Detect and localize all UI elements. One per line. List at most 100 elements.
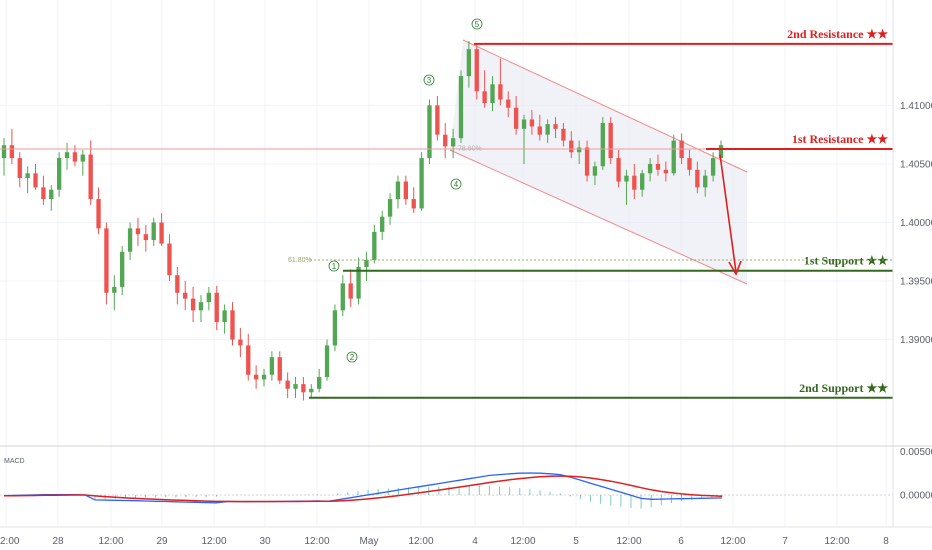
candle-body — [120, 251, 125, 287]
fib-label-small: 78.60% — [458, 146, 482, 153]
candle-body — [427, 105, 432, 159]
price-tick-label: 1.40000 — [900, 218, 932, 229]
price-tick-label: 1.39000 — [900, 335, 932, 346]
candle-body — [143, 234, 148, 241]
candle-body — [553, 124, 558, 129]
candle-body — [718, 145, 724, 159]
candle-body — [301, 384, 306, 393]
candle-body — [167, 243, 172, 276]
candle-body — [561, 128, 566, 141]
candle-body — [655, 163, 661, 170]
candle-body — [419, 158, 424, 209]
time-tick-label: 6 — [678, 536, 684, 547]
candle-body — [569, 140, 574, 153]
wave-label: 1 — [332, 262, 337, 271]
time-tick-label: 12:00 — [616, 536, 641, 547]
candle-body — [9, 145, 15, 159]
price-tick-label: 1.39500 — [900, 277, 932, 288]
candle-body — [33, 173, 38, 188]
candle-body — [380, 216, 385, 232]
time-tick-label: 12:00 — [720, 536, 745, 547]
candle-body — [80, 154, 85, 162]
candle-body — [490, 84, 495, 104]
wave-circle — [450, 178, 462, 190]
candle-body — [17, 158, 22, 178]
level-label: 1st Resistance ★★ — [792, 132, 888, 146]
time-tick-label: 5 — [573, 536, 579, 547]
candle-body — [135, 228, 141, 235]
candle-body — [25, 173, 30, 178]
wave-label: 4 — [454, 180, 459, 189]
candle-body — [56, 158, 62, 190]
wave-label: 2 — [350, 353, 355, 362]
candle-body — [206, 292, 212, 303]
macd-panel: MACD — [0, 458, 893, 509]
candle-body — [443, 134, 448, 147]
candle-body — [269, 357, 275, 375]
candle-body — [198, 302, 204, 311]
candle-body — [411, 199, 416, 209]
time-tick-label: 12:00 — [824, 536, 849, 547]
candle-body — [104, 228, 109, 293]
candle-body — [88, 154, 93, 200]
candle-body — [403, 181, 409, 200]
candle-body — [261, 374, 267, 380]
wave-label: 5 — [475, 20, 480, 29]
candle-body — [230, 310, 235, 340]
candle-body — [498, 84, 503, 100]
wave-circle — [346, 351, 358, 363]
candle-body — [372, 231, 377, 260]
candle-body — [112, 286, 117, 293]
candle-body — [175, 275, 180, 293]
candle-body — [663, 169, 669, 174]
candle-body — [592, 166, 598, 176]
candle-body — [513, 107, 519, 129]
candle-body — [340, 283, 345, 311]
candle-body — [647, 163, 653, 174]
candle-body — [1, 145, 7, 159]
candle-body — [506, 99, 511, 108]
candle-body — [127, 228, 133, 252]
candle-body — [395, 181, 401, 200]
candle-body — [159, 222, 164, 244]
price-tick-label: 1.41000 — [900, 101, 932, 112]
candle-body — [214, 292, 219, 323]
candle-body — [545, 124, 550, 135]
candle-body — [577, 147, 582, 153]
time-tick-label: 12:00 — [510, 536, 535, 547]
candle-body — [608, 122, 613, 159]
time-tick-label: 12:00 — [408, 536, 433, 547]
time-tick-label: 29 — [156, 536, 168, 547]
level-label: 2nd Support ★★ — [799, 381, 888, 395]
time-tick-label: 30 — [259, 536, 271, 547]
price-axis-background — [893, 0, 932, 550]
wave-circle — [328, 260, 340, 272]
candle-body — [584, 147, 590, 176]
channel-fill — [450, 40, 747, 284]
candle-body — [96, 199, 101, 229]
candle-body — [309, 388, 314, 393]
candle-body — [466, 49, 472, 77]
candle-body — [285, 380, 290, 389]
price-tick-label: 1.40500 — [900, 159, 932, 170]
time-tick-label: 12:00 — [201, 536, 226, 547]
candle-body — [72, 152, 78, 162]
level-label: 2nd Resistance ★★ — [787, 27, 888, 41]
candle-body — [703, 175, 708, 188]
candle-body — [364, 259, 369, 267]
candle-body — [616, 158, 621, 182]
candle-body — [183, 292, 188, 299]
channel-upper-line — [462, 39, 748, 173]
candle-body — [190, 298, 196, 311]
macd-label: MACD — [4, 458, 25, 465]
candle-body — [632, 175, 637, 190]
wave-circle — [471, 18, 483, 30]
candle-body — [246, 345, 251, 375]
time-tick-label: May — [360, 536, 379, 547]
wave-label: 3 — [427, 76, 432, 85]
time-tick-label: 7 — [782, 536, 788, 547]
candle-body — [435, 105, 440, 135]
